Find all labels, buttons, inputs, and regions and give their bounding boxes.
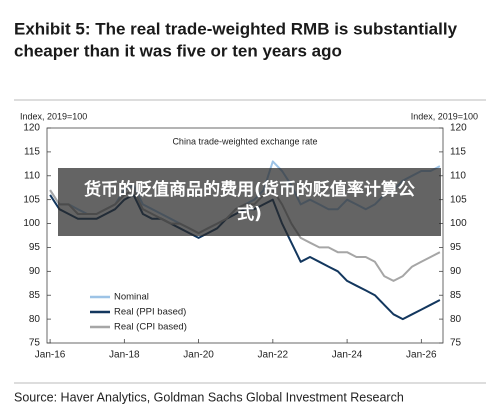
x-tick-label: Jan-18: [109, 350, 140, 361]
x-tick-label: Jan-26: [406, 350, 437, 361]
y-tick-label: 95: [29, 242, 41, 253]
y2-tick-label: 75: [450, 338, 462, 349]
y-tick-label: 80: [29, 314, 41, 325]
chart-title: China trade-weighted exchange rate: [172, 136, 317, 146]
y2-tick-label: 100: [450, 218, 467, 229]
y-tick-label: 100: [23, 218, 40, 229]
y2-tick-label: 90: [450, 266, 462, 277]
title: Exhibit 5: The real trade-weighted RMB i…: [14, 19, 458, 38]
y-tick-label: 115: [24, 147, 40, 158]
y-tick-label: 110: [24, 170, 40, 181]
watermark: 货币的贬值商品的费用(货币的贬值率计算公式): [58, 168, 441, 236]
x-tick-label: Jan-22: [258, 350, 289, 361]
y2-tick-label: 95: [450, 242, 462, 253]
y2-tick-label: 120: [450, 123, 467, 134]
y2-tick-label: 115: [450, 147, 466, 158]
x-tick-label: Jan-16: [35, 350, 66, 361]
y2-tick-label: 110: [450, 170, 466, 181]
y2-tick-label: 80: [450, 314, 462, 325]
y-tick-label: 75: [29, 338, 41, 349]
y-tick-label: 90: [29, 266, 41, 277]
legend-label: Real (CPI based): [114, 322, 187, 333]
y-tick-label: 120: [23, 123, 40, 134]
y-tick-label: 85: [29, 290, 41, 301]
title: cheaper than it was five or ten years ag…: [14, 41, 342, 60]
x-tick-label: Jan-20: [183, 350, 214, 361]
plot-frame: [46, 127, 444, 344]
x-tick-label: Jan-24: [332, 350, 363, 361]
y2-tick-label: 85: [450, 290, 462, 301]
y2-tick-label: 105: [450, 194, 467, 205]
legend-label: Real (PPI based): [114, 307, 186, 318]
y-axis-label: Index, 2019=100: [20, 111, 87, 121]
y-tick-label: 105: [23, 194, 40, 205]
source: Source: Haver Analytics, Goldman Sachs G…: [14, 390, 404, 404]
legend-label: Nominal: [114, 292, 149, 303]
y2-axis-label: Index, 2019=100: [411, 111, 478, 121]
